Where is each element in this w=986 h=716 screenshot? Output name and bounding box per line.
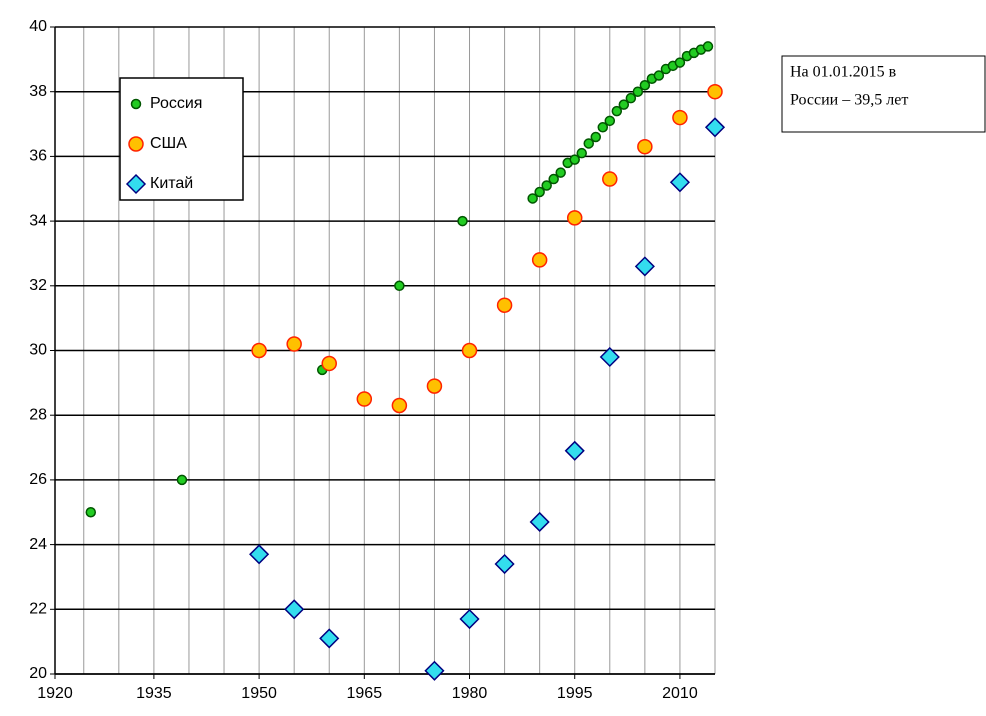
- point: [597, 122, 609, 133]
- point: [531, 252, 548, 268]
- point: [618, 99, 630, 110]
- point: [494, 553, 515, 575]
- point: [286, 336, 302, 352]
- point: [576, 147, 587, 159]
- y-tick-label: 24: [29, 536, 47, 553]
- point: [604, 115, 616, 127]
- point: [555, 167, 566, 178]
- y-tick-label: 34: [29, 212, 47, 229]
- x-tick-label: 1965: [347, 685, 383, 702]
- y-tick-label: 40: [29, 18, 47, 35]
- y-tick-label: 36: [29, 148, 47, 165]
- point: [457, 215, 468, 227]
- point: [541, 180, 552, 191]
- x-tick-label: 1920: [37, 685, 73, 702]
- y-tick-label: 22: [29, 601, 47, 618]
- point: [459, 608, 480, 630]
- point: [424, 660, 445, 681]
- point: [85, 507, 97, 518]
- y-tick-label: 30: [29, 342, 47, 359]
- point: [702, 41, 714, 52]
- y-tick-label: 20: [29, 665, 47, 682]
- point: [496, 297, 513, 313]
- legend-marker: [125, 173, 147, 195]
- annotation-box: [781, 55, 986, 133]
- point: [356, 391, 373, 407]
- point: [461, 342, 478, 359]
- x-tick-label: 2010: [662, 685, 698, 702]
- point: [602, 171, 618, 187]
- y-tick-label: 26: [29, 471, 47, 488]
- x-tick-label: 1935: [136, 685, 172, 702]
- legend-marker: [128, 136, 144, 152]
- point: [566, 210, 583, 226]
- point: [611, 105, 623, 117]
- x-tick-label: 1980: [452, 685, 488, 702]
- point: [529, 511, 550, 533]
- legend-label: Китай: [150, 175, 193, 192]
- annotation: На 01.01.2015 в: [790, 64, 897, 81]
- point: [634, 256, 655, 277]
- point: [319, 628, 340, 649]
- point: [590, 131, 602, 143]
- point: [534, 186, 545, 198]
- point: [548, 173, 559, 185]
- y-tick-label: 28: [29, 406, 47, 423]
- point: [569, 154, 580, 165]
- point: [249, 544, 270, 565]
- y-tick-label: 32: [29, 277, 47, 294]
- point: [394, 280, 405, 292]
- point: [284, 599, 305, 620]
- point: [527, 193, 538, 204]
- point: [653, 70, 665, 81]
- point: [251, 342, 267, 359]
- point: [639, 79, 651, 91]
- point: [674, 57, 686, 68]
- point: [637, 138, 653, 155]
- annotation: России – 39,5 лет: [790, 92, 908, 109]
- point: [632, 86, 644, 97]
- legend-label: США: [150, 135, 187, 152]
- y-tick-label: 38: [29, 83, 47, 100]
- point: [704, 117, 726, 138]
- point: [583, 138, 595, 149]
- point: [625, 92, 637, 104]
- x-tick-label: 1995: [557, 685, 593, 702]
- legend-marker: [130, 98, 142, 110]
- point: [707, 83, 723, 100]
- point: [321, 355, 337, 372]
- legend-label: Россия: [150, 95, 202, 112]
- point: [564, 440, 585, 461]
- x-tick-label: 1950: [241, 685, 277, 702]
- point: [672, 109, 688, 126]
- point: [391, 397, 408, 414]
- point: [426, 378, 443, 394]
- point: [176, 474, 188, 486]
- point: [599, 346, 620, 368]
- point: [669, 172, 690, 193]
